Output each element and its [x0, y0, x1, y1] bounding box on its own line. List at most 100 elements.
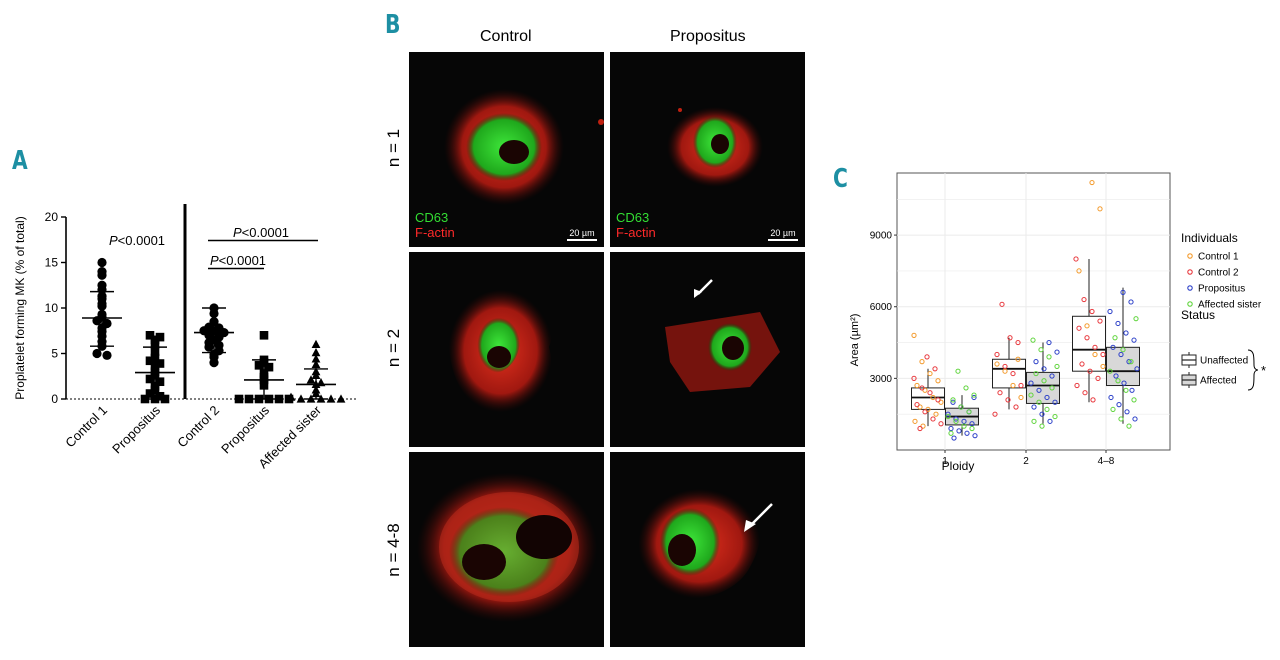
data-point	[948, 430, 954, 436]
legend-dot	[1187, 269, 1193, 275]
data-point	[1100, 351, 1106, 358]
data-point	[997, 390, 1003, 396]
data-point	[1121, 380, 1127, 386]
stain-legend: CD63 F-actin	[616, 210, 656, 240]
data-point	[1033, 370, 1039, 377]
data-point	[930, 416, 936, 422]
data-point	[1092, 344, 1098, 350]
data-point	[145, 374, 155, 384]
data-point	[1112, 335, 1118, 341]
data-point	[204, 342, 214, 352]
data-point	[145, 331, 155, 340]
data-point	[1097, 206, 1103, 212]
data-point	[956, 428, 962, 434]
stain-legend: CD63 F-actin	[415, 210, 455, 240]
box	[911, 387, 945, 410]
data-point	[935, 397, 941, 403]
y-tick-label: 5	[51, 347, 58, 361]
data-point	[1084, 335, 1090, 341]
data-point	[92, 348, 102, 359]
data-point	[1134, 366, 1140, 372]
data-point	[259, 331, 269, 340]
data-point	[1005, 397, 1011, 403]
data-point	[951, 435, 957, 441]
data-point	[1010, 370, 1016, 377]
data-point	[1052, 399, 1058, 405]
data-point	[1013, 404, 1019, 410]
data-point	[1018, 394, 1024, 401]
data-point	[336, 394, 346, 403]
data-point	[1123, 387, 1129, 393]
data-point	[1054, 363, 1060, 370]
data-point	[935, 378, 941, 384]
data-point	[932, 366, 938, 372]
data-point	[311, 354, 321, 363]
row-label-n2: n = 2	[384, 328, 403, 368]
data-point	[1084, 323, 1090, 329]
data-point	[958, 404, 964, 410]
data-point	[1133, 316, 1139, 322]
data-point	[1041, 366, 1047, 372]
data-point	[945, 411, 951, 417]
data-point	[1129, 387, 1135, 393]
data-point	[950, 399, 956, 405]
data-point	[1044, 406, 1050, 413]
panel-letter-b: B	[385, 10, 401, 40]
data-point	[933, 411, 939, 417]
data-point	[1110, 406, 1116, 413]
data-point	[1110, 344, 1116, 350]
y-tick-label: 15	[45, 256, 59, 270]
data-point	[911, 375, 917, 381]
data-point	[963, 385, 969, 391]
data-point	[927, 370, 933, 377]
status-bracket	[1247, 349, 1259, 391]
category-label: Control 1	[62, 403, 110, 451]
data-point	[1074, 382, 1080, 389]
data-point	[1126, 423, 1132, 429]
data-point	[1107, 308, 1113, 315]
data-point	[945, 413, 951, 420]
data-point	[953, 418, 959, 424]
significance-star: *	[1261, 363, 1266, 378]
data-point	[994, 351, 1000, 358]
data-point	[1033, 359, 1039, 365]
data-point	[1128, 299, 1134, 305]
data-point	[234, 394, 244, 404]
data-point	[919, 359, 925, 365]
data-point	[961, 423, 967, 429]
data-point	[1081, 296, 1087, 303]
legend-label: Affected sister	[1198, 300, 1262, 311]
data-point	[1007, 335, 1013, 341]
data-point	[1124, 409, 1130, 415]
data-point	[1089, 308, 1095, 315]
data-point	[286, 392, 296, 401]
data-point	[1131, 337, 1137, 343]
data-point	[1128, 359, 1134, 365]
data-point	[296, 394, 306, 403]
data-point	[1097, 318, 1103, 324]
row-label-n48: n = 4-8	[384, 523, 403, 577]
data-point	[1002, 368, 1008, 374]
data-point	[972, 433, 978, 439]
data-point	[1087, 368, 1093, 374]
panel-a-marks	[82, 257, 346, 404]
data-point	[1118, 416, 1124, 422]
data-point	[1031, 418, 1037, 424]
data-point	[953, 416, 959, 422]
data-point	[938, 421, 944, 427]
data-point	[254, 361, 264, 370]
data-point	[971, 392, 977, 398]
data-point	[922, 409, 928, 415]
category-label: Control 2	[174, 403, 222, 451]
data-point	[145, 356, 155, 366]
panel-c-xlabel: Ploidy	[942, 459, 975, 473]
data-point	[155, 332, 165, 342]
data-point	[306, 375, 316, 384]
data-point	[1115, 320, 1121, 327]
data-point	[1108, 394, 1114, 401]
legend-label: Unaffected	[1200, 356, 1248, 367]
data-point	[1015, 356, 1021, 362]
legend-label: Propositus	[1198, 284, 1245, 295]
data-point	[102, 350, 112, 360]
data-point	[992, 411, 998, 417]
